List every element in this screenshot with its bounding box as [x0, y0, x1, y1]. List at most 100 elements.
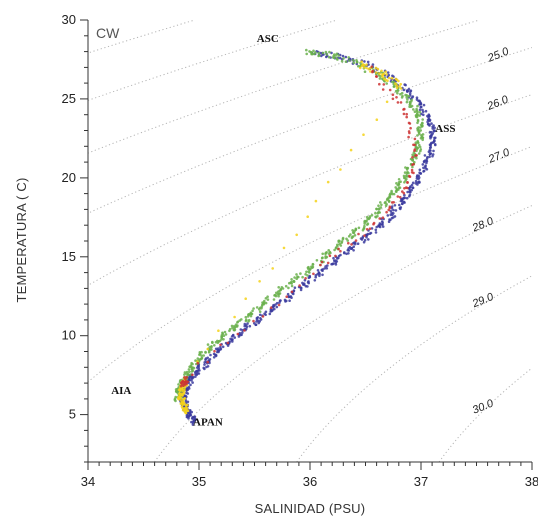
data-point	[344, 55, 348, 59]
data-point	[255, 318, 259, 321]
data-point	[390, 206, 394, 210]
data-point	[369, 70, 372, 73]
data-point	[405, 112, 409, 116]
data-point	[347, 241, 350, 245]
data-point	[422, 113, 425, 117]
data-point	[379, 201, 382, 204]
data-point	[419, 105, 423, 109]
data-point	[418, 171, 421, 174]
data-point	[412, 143, 415, 147]
data-point	[290, 290, 294, 294]
data-point	[277, 286, 281, 289]
data-point	[188, 365, 191, 369]
data-point	[419, 126, 422, 129]
data-point	[407, 94, 411, 98]
isopycnal-line	[296, 275, 532, 462]
data-point	[415, 115, 419, 119]
data-point	[416, 183, 419, 186]
data-point	[321, 256, 324, 260]
data-point	[319, 263, 322, 267]
data-point	[245, 325, 249, 329]
data-point	[347, 56, 351, 59]
isopycnal-line	[88, 93, 532, 286]
x-tick-label: 36	[303, 474, 317, 489]
data-point	[194, 372, 197, 376]
data-point	[243, 324, 246, 328]
data-point	[362, 63, 366, 67]
data-point	[226, 341, 230, 345]
data-point	[336, 58, 339, 61]
data-point	[377, 204, 380, 207]
data-point	[268, 312, 272, 316]
data-point	[193, 415, 196, 419]
data-point	[403, 193, 406, 197]
data-point	[177, 383, 180, 386]
data-point	[202, 354, 205, 357]
data-point	[204, 350, 207, 354]
data-point	[390, 76, 394, 80]
data-point	[191, 381, 194, 384]
data-point	[392, 212, 395, 215]
y-tick-label: 15	[62, 249, 76, 264]
data-point	[405, 175, 408, 178]
data-point	[397, 178, 401, 181]
data-point	[286, 292, 290, 296]
data-point	[403, 176, 406, 179]
data-point	[414, 154, 417, 157]
data-point	[365, 233, 369, 237]
data-point	[398, 203, 401, 207]
data-point	[421, 138, 425, 142]
data-point	[409, 105, 413, 108]
data-point	[253, 322, 256, 325]
data-point	[236, 321, 239, 324]
data-point	[413, 148, 417, 151]
data-point	[418, 132, 421, 135]
data-point	[421, 108, 424, 112]
data-point	[352, 245, 356, 248]
data-point	[422, 166, 425, 170]
data-point	[433, 136, 436, 140]
data-point	[365, 228, 369, 231]
data-point	[418, 168, 422, 172]
data-point	[174, 399, 177, 403]
data-point	[198, 358, 201, 361]
data-point	[375, 118, 379, 121]
data-point	[190, 367, 193, 371]
data-point	[415, 156, 418, 160]
data-point	[189, 413, 193, 417]
data-point	[221, 345, 225, 349]
data-point	[384, 70, 388, 74]
data-point	[241, 331, 244, 334]
data-point	[310, 265, 313, 269]
data-point	[342, 57, 345, 60]
data-point	[410, 98, 414, 102]
data-point	[371, 63, 375, 66]
data-point	[184, 377, 187, 381]
water-mass-label-ass: ASS	[435, 123, 455, 135]
data-point	[413, 110, 417, 113]
data-point	[347, 235, 351, 238]
data-point	[257, 321, 261, 325]
data-point	[386, 71, 390, 74]
data-point	[191, 423, 195, 426]
data-point	[203, 361, 206, 364]
data-point	[419, 129, 423, 132]
data-point	[224, 333, 228, 336]
data-point	[185, 376, 189, 379]
data-point	[412, 108, 415, 111]
data-point	[431, 125, 434, 129]
data-point	[428, 155, 431, 159]
data-point	[409, 185, 412, 188]
data-point	[289, 295, 293, 298]
data-point	[231, 340, 234, 343]
data-point	[312, 272, 315, 276]
data-point	[314, 199, 318, 203]
data-point	[264, 310, 268, 314]
data-point	[203, 363, 206, 366]
data-point	[394, 82, 397, 85]
data-point	[414, 141, 418, 144]
data-point	[367, 238, 370, 241]
data-point	[354, 227, 358, 231]
data-point	[391, 93, 395, 96]
data-point	[321, 252, 325, 256]
